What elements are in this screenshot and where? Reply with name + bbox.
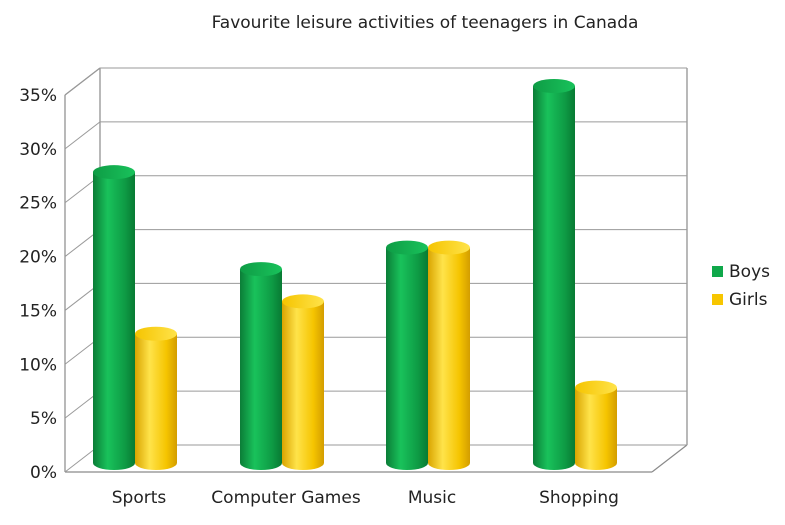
x-tick-label: Shopping	[539, 488, 619, 508]
bar-body	[93, 172, 135, 470]
floor-right-edge	[651, 444, 688, 473]
x-tick-label: Sports	[112, 488, 167, 508]
bar-top	[533, 79, 575, 93]
bar-body	[428, 247, 470, 470]
y-tick-label: 30%	[19, 140, 57, 160]
bar-girls	[135, 326, 177, 470]
y-axis-ticks: 0% 5% 10% 15% 20% 25% 30% 35%	[19, 86, 57, 483]
y-tick-label: 5%	[30, 409, 57, 429]
bar-boys	[240, 262, 282, 470]
bars	[93, 79, 617, 470]
bar-body	[386, 247, 428, 470]
bar-girls	[282, 294, 324, 470]
bar-body	[282, 301, 324, 470]
bar-boys	[533, 79, 575, 470]
gridline-depth	[64, 67, 101, 96]
y-tick-label: 0%	[30, 463, 57, 483]
legend-swatch-girls	[712, 294, 723, 305]
bar-top	[93, 165, 135, 180]
x-axis-labels: Sports Computer Games Music Shopping	[112, 488, 619, 508]
legend: Boys Girls	[712, 262, 770, 310]
legend-swatch-boys	[712, 266, 723, 277]
y-tick-label: 10%	[19, 355, 57, 375]
x-tick-label: Music	[408, 488, 456, 508]
bar-top	[428, 240, 470, 255]
bar-girls	[428, 240, 470, 470]
legend-label-boys: Boys	[729, 262, 770, 282]
bar-boys	[93, 165, 135, 470]
bar-body	[240, 269, 282, 470]
bar-top	[575, 380, 617, 395]
y-tick-label: 20%	[19, 248, 57, 268]
bar-boys	[386, 240, 428, 470]
y-tick-label: 25%	[19, 194, 57, 214]
legend-label-girls: Girls	[729, 290, 768, 310]
bar-body	[533, 86, 575, 470]
x-tick-label: Computer Games	[211, 488, 361, 508]
y-tick-label: 15%	[19, 301, 57, 321]
bar-top	[386, 240, 428, 255]
bar-girls	[575, 380, 617, 470]
y-tick-label: 35%	[19, 86, 57, 106]
bar-body	[135, 333, 177, 470]
bar-top	[282, 294, 324, 309]
gridline-depth	[64, 121, 101, 150]
bar-top	[135, 326, 177, 341]
bar-body	[575, 387, 617, 470]
chart-title: Favourite leisure activities of teenager…	[212, 13, 639, 33]
bar-top	[240, 262, 282, 277]
